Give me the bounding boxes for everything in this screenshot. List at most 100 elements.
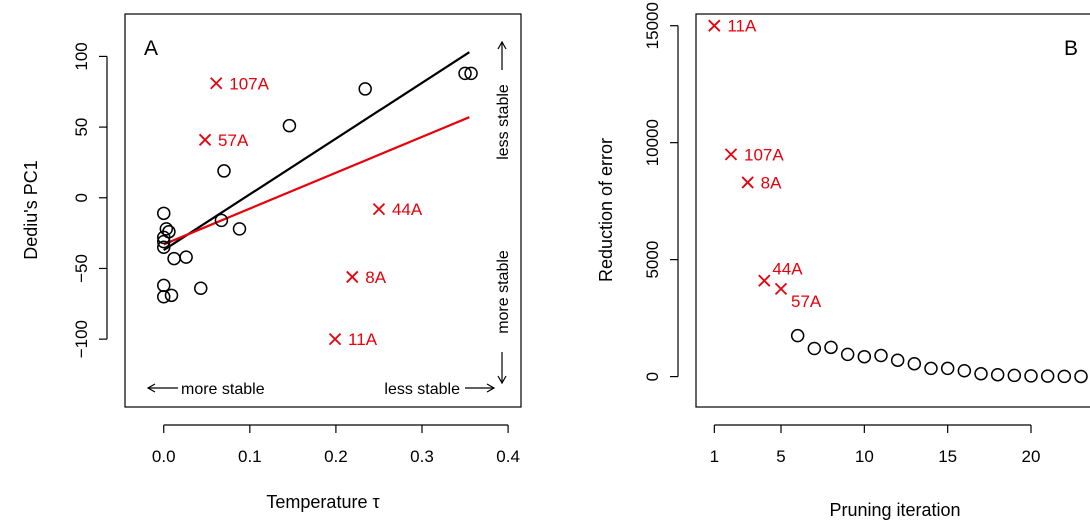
panel-b-points: 11A 107A 8A 44A 57A [708, 17, 1088, 384]
panel-b-x-tick-label: 10 [855, 447, 874, 466]
panel-a-y-tick-label: −50 [72, 254, 91, 283]
panel-b-y-tick-label: 15000 [643, 2, 662, 49]
panel-a-plot-frame [124, 13, 522, 408]
panel-b-circle-point [1057, 369, 1072, 384]
panel-b-circle-point [1074, 369, 1088, 384]
panel-a: A Temperature τ Dediu's PC1 more stable … [21, 13, 522, 512]
panel-b-circle-point [1007, 368, 1022, 383]
panel-b-x-tick-label: 1 [710, 447, 719, 466]
cross-stroke [328, 333, 342, 346]
panel-a-circle-point [159, 222, 174, 236]
panel-b-y-tick-label: 5000 [643, 241, 662, 279]
panel-b-circle-point [907, 356, 922, 371]
panel-b-plot-frame [695, 13, 1090, 408]
panel-a-cross-label: 44A [392, 200, 423, 219]
panel-a-circle-point [358, 82, 372, 96]
panel-a-circle-point [156, 240, 171, 255]
panel-a-label: A [144, 37, 158, 60]
panel-a-circle-point [167, 251, 181, 266]
panel-a-x-tick-label: 0.3 [410, 447, 434, 466]
panel-a-circle-point [164, 288, 179, 303]
panel-a-cross-point: 57A [198, 131, 249, 150]
panel-b-ylabel: Reduction of error [596, 138, 616, 282]
panel-b-cross-point: 57A [774, 282, 822, 311]
panel-b-circle-point [924, 361, 938, 376]
panel-a-circle-point [458, 66, 472, 81]
panel-b-y-tick-label: 10000 [643, 119, 662, 166]
panel-a-x-tick-label: 0.1 [238, 447, 262, 466]
panel-a-circle-point [282, 118, 297, 133]
panel-a-circle-point [214, 213, 229, 228]
panel-a-x-tick-label: 0.4 [496, 447, 520, 466]
panel-a-circle-point [194, 281, 208, 296]
panel-a-cross-label: 8A [365, 268, 386, 287]
panel-a-circle-point [464, 66, 478, 81]
panel-a-xlabel: Temperature τ [266, 492, 379, 512]
panel-a-fit-line [163, 116, 470, 246]
panel-b-xlabel: Pruning iteration [829, 500, 960, 520]
panel-a-points: 107A 57A 44A 8A 11A [156, 66, 478, 349]
panel-a-cross-point: 8A [346, 268, 387, 287]
panel-a-cross-point: 11A [328, 330, 378, 349]
panel-a-x-tick-label: 0.2 [324, 447, 348, 466]
cross-stroke [741, 176, 754, 189]
cross-stroke [210, 77, 223, 90]
panel-b-cross-label: 57A [791, 292, 822, 311]
panel-b-cross-point: 107A [724, 145, 784, 164]
panel-b-label: B [1064, 37, 1078, 60]
stability-label-right-top: less stable [495, 84, 512, 160]
panel-b-circle-point [790, 328, 805, 343]
panel-b-circle-point [974, 367, 988, 381]
cross-stroke [758, 274, 771, 287]
panel-a-fit-line [163, 51, 470, 252]
panel-a-cross-label: 107A [229, 74, 269, 93]
panel-a-circle-point [217, 164, 231, 178]
panel-a-cross-point: 44A [372, 200, 423, 219]
panel-b-x-tick-label: 5 [776, 447, 785, 466]
panel-b-y-tick-label: 0 [643, 372, 662, 381]
panel-a-circle-point [232, 222, 247, 236]
panel-b-cross-label: 44A [772, 260, 803, 279]
cross-stroke [346, 270, 359, 284]
cross-stroke [724, 148, 738, 161]
panel-a-circle-point [156, 206, 171, 221]
arrow-up-head [497, 40, 507, 50]
panel-b-cross-point: 8A [741, 173, 782, 192]
cross-stroke [708, 19, 721, 32]
panel-a-circle-point [179, 250, 193, 264]
panel-b-circle-point [990, 367, 1005, 382]
panel-b-circle-point [824, 340, 838, 355]
arrow-down-head [497, 375, 507, 385]
panel-b-cross-label: 107A [744, 145, 784, 164]
panel-a-cross-point: 107A [210, 74, 270, 93]
panel-b-circle-point [840, 347, 855, 362]
stability-arrows [146, 40, 507, 393]
panel-b-circle-point [890, 353, 905, 367]
panel-b-circle-point [1024, 369, 1038, 383]
panel-b-circle-point [807, 341, 822, 356]
panel-b-cross-label: 8A [761, 173, 782, 192]
panel-b-circle-point [1040, 369, 1055, 383]
panel-a-axes: 0.0 0.1 0.2 0.3 0.4 −100 −50 0 50 100 [72, 42, 520, 466]
panel-a-x-tick-label: 0.0 [152, 447, 176, 466]
arrow-left-head [146, 383, 156, 393]
panel-a-y-tick-label: −100 [72, 320, 91, 358]
panel-a-cross-label: 57A [218, 131, 249, 150]
panel-a-y-tick-label: 100 [72, 42, 91, 70]
panel-b-x-tick-label: 15 [938, 447, 957, 466]
panel-b-circle-point [874, 348, 888, 363]
panel-a-circle-point [162, 224, 176, 239]
stability-label-right-bottom: more stable [495, 250, 512, 334]
panel-b-cross-label: 11A [727, 17, 757, 36]
panel-b-circle-point [957, 363, 972, 378]
panel-b-circle-point [940, 361, 955, 376]
panel-a-ylabel: Dediu's PC1 [21, 160, 41, 259]
panel-a-cross-label: 11A [348, 330, 378, 349]
panel-b-cross-point: 44A [758, 260, 803, 287]
cross-stroke [198, 133, 212, 146]
arrow-right-head [486, 383, 496, 393]
cross-stroke [372, 202, 386, 216]
stability-label-bottom-right: less stable [384, 381, 460, 398]
